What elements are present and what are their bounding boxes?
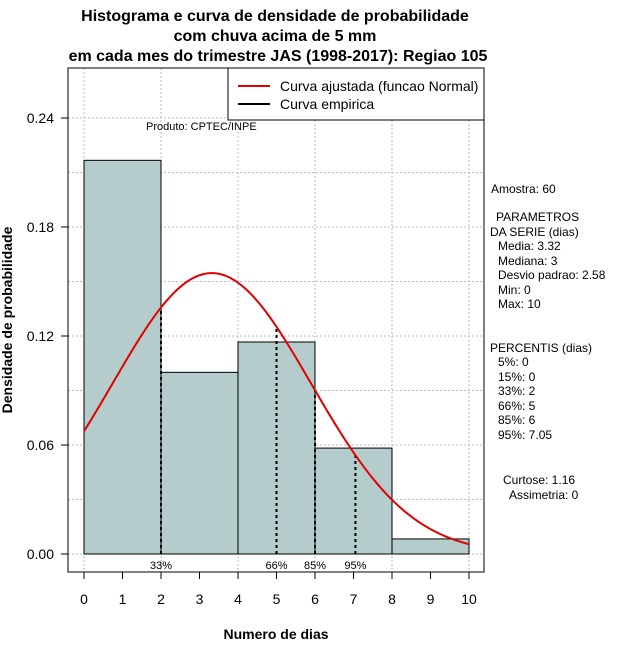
x-tick-label-1: 1 [119,591,127,607]
y-tick-label-2: 0.12 [27,328,54,344]
legend-label-empirical: Curva empirica [280,96,374,112]
percentile-markers: 33% 66% 85% 95% [150,307,367,572]
normal-curve [83,272,470,546]
x-axis: 0 1 2 3 4 5 6 7 8 9 10 [80,571,477,607]
legend-label-fitted: Curva ajustada (funcao Normal) [280,78,478,94]
x-tick-label-6: 6 [311,591,319,607]
stat-p95: 95%: 7.05 [498,428,552,442]
chart-title-line-2: com chuva acima de 5 mm [174,28,377,45]
y-tick-label-3: 0.18 [27,219,54,235]
x-tick-label-7: 7 [350,591,358,607]
stat-percentiles-heading: PERCENTIS (dias) [490,341,592,355]
x-tick-label-5: 5 [273,591,281,607]
stat-params-heading: PARAMETROS [496,210,579,224]
stat-p66: 66%: 5 [498,399,536,413]
x-tick-label-3: 3 [196,591,204,607]
histogram-bar-4 [391,538,470,555]
x-tick-label-9: 9 [427,591,435,607]
stat-p5: 5%: 0 [498,355,529,369]
stat-p33: 33%: 2 [498,384,536,398]
side-statistics: Amostra: 60 PARAMETROS DA SERIE (dias) M… [490,182,606,502]
stat-p85: 85%: 6 [498,413,536,427]
histogram-bar-3 [314,447,393,555]
legend-box [227,67,485,121]
stat-kurtosis: Curtose: 1.16 [503,473,575,487]
x-tick-label-2: 2 [157,591,165,607]
x-tick-label-8: 8 [388,591,396,607]
y-tick-label-4: 0.24 [27,110,54,126]
chart-title-line-1: Histograma e curva de densidade de proba… [81,8,469,25]
percentile-label-1: 66% [265,560,287,572]
histogram-bar-0 [83,159,162,555]
stat-median: Mediana: 3 [498,254,558,268]
y-tick-label-1: 0.06 [27,437,54,453]
percentile-label-3: 95% [344,560,366,572]
y-tick-label-0: 0.00 [27,546,54,562]
x-tick-label-4: 4 [234,591,242,607]
stat-sample: Amostra: 60 [491,182,556,196]
product-annotation: Produto: CPTEC/INPE [146,121,257,133]
histogram-bars [83,159,470,555]
chart-title-line-3: em cada mes do trimestre JAS (1998-2017)… [69,48,488,65]
y-axis: 0.00 0.06 0.12 0.18 0.24 [27,110,69,562]
x-axis-label: Numero de dias [223,626,328,642]
x-tick-label-0: 0 [80,591,88,607]
stat-sd: Desvio padrao: 2.58 [498,268,606,282]
percentile-label-2: 85% [304,560,326,572]
legend: Curva ajustada (funcao Normal) Curva emp… [227,67,485,121]
stat-params-subheading: DA SERIE (dias) [490,225,579,239]
y-axis-label: Densidade de probabilidade [0,226,15,413]
stat-min: Min: 0 [498,283,531,297]
histogram-bar-1 [160,371,239,555]
stat-max: Max: 10 [498,297,541,311]
percentile-label-0: 33% [150,560,172,572]
stat-mean: Media: 3.32 [498,239,561,253]
x-tick-label-10: 10 [461,591,477,607]
stat-p15: 15%: 0 [498,370,536,384]
stat-skewness: Assimetria: 0 [509,488,579,502]
